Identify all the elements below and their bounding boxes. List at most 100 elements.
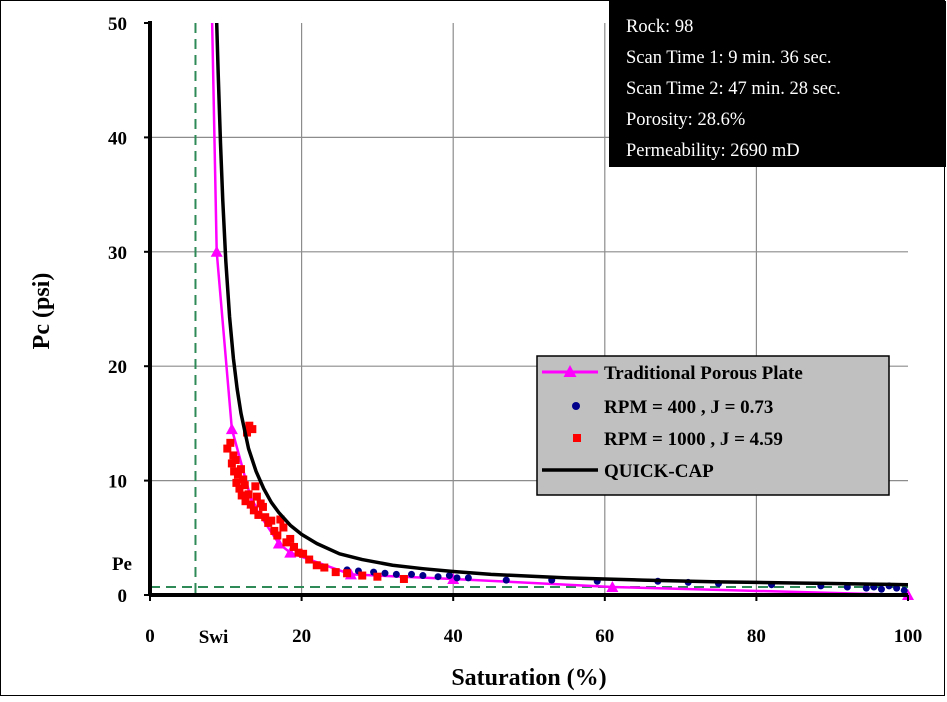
- legend-marker-porous-plate: [563, 365, 577, 377]
- swi-annotation: Swi: [199, 627, 229, 648]
- info-box-background: [609, 1, 946, 167]
- data-point-2-8: [235, 484, 244, 493]
- data-point-2-20: [251, 482, 260, 491]
- data-point-2-42: [358, 571, 367, 580]
- data-point-0-2: [225, 423, 238, 435]
- data-point-2-30: [276, 515, 285, 524]
- legend-label-rpm400: RPM = 400 , J = 0.73: [604, 397, 773, 418]
- series-line-3: [214, 22, 909, 587]
- x-tick-label-40: 40: [444, 626, 463, 647]
- x-tick-label-0: 0: [145, 626, 155, 647]
- data-point-2-15: [244, 490, 253, 499]
- pe-annotation: Pe: [112, 554, 132, 575]
- legend: Traditional Porous Plate RPM = 400 , J =…: [536, 355, 890, 496]
- data-point-2-37: [305, 555, 314, 564]
- data-point-1-22: [877, 585, 885, 593]
- y-tick-label-20: 20: [108, 357, 127, 378]
- data-point-1-9: [453, 574, 461, 582]
- data-point-1-3: [381, 569, 389, 577]
- data-point-2-19: [249, 506, 258, 515]
- data-point-2-28: [270, 526, 279, 535]
- data-point-0-1: [210, 245, 223, 257]
- data-point-2-31: [279, 523, 288, 532]
- x-tick-label-60: 60: [595, 626, 614, 647]
- y-tick-label-30: 30: [108, 243, 127, 264]
- legend-entry-porous-plate: Traditional Porous Plate: [542, 363, 803, 384]
- rock-info-box: Rock: 98 Scan Time 1: 9 min. 36 sec. Sca…: [609, 1, 946, 167]
- series-2: [223, 421, 408, 583]
- legend-entry-rpm400: RPM = 400 , J = 0.73: [572, 397, 773, 418]
- data-point-2-33: [286, 534, 295, 543]
- data-point-2-13: [241, 497, 250, 506]
- data-point-1-25: [900, 586, 908, 594]
- data-point-1-11: [502, 576, 510, 584]
- data-point-2-43: [373, 572, 382, 581]
- reference-lines: [150, 23, 908, 595]
- data-point-2-24: [258, 502, 267, 511]
- y-tick-label-10: 10: [108, 472, 127, 493]
- legend-label-rpm1000: RPM = 1000 , J = 4.59: [604, 429, 783, 450]
- data-point-1-24: [893, 584, 901, 592]
- info-porosity: Porosity: 28.6%: [626, 110, 745, 130]
- data-point-1-7: [434, 573, 442, 581]
- data-point-2-18: [248, 425, 257, 434]
- data-point-2-21: [252, 492, 261, 501]
- x-axis-title: Saturation (%): [451, 665, 606, 691]
- data-point-1-20: [862, 584, 870, 592]
- info-scan-time-2: Scan Time 2: 47 min. 28 sec.: [626, 79, 841, 99]
- info-rock: Rock: 98: [626, 17, 693, 37]
- data-point-2-11: [239, 475, 248, 484]
- data-point-0-8: [606, 580, 619, 592]
- legend-marker-rpm1000: [573, 434, 581, 442]
- data-point-2-0: [223, 444, 232, 453]
- info-scan-time-1: Scan Time 1: 9 min. 36 sec.: [626, 48, 832, 68]
- legend-marker-rpm400: [572, 402, 580, 410]
- data-point-2-40: [331, 568, 340, 577]
- info-permeability: Permeability: 2690 mD: [626, 141, 800, 161]
- data-point-2-14: [243, 428, 252, 437]
- data-point-2-1: [226, 438, 235, 447]
- data-point-2-5: [231, 456, 240, 465]
- data-point-2-36: [299, 549, 308, 558]
- data-point-2-3: [229, 451, 238, 460]
- data-point-1-4: [392, 570, 400, 578]
- data-point-2-9: [236, 465, 245, 474]
- data-point-0-4: [272, 537, 285, 549]
- data-point-0-5: [284, 546, 297, 558]
- data-point-2-25: [261, 513, 270, 522]
- legend-label-porous-plate: Traditional Porous Plate: [604, 363, 803, 384]
- data-point-1-10: [464, 574, 472, 582]
- x-tick-label-80: 80: [747, 626, 766, 647]
- data-point-1-8: [445, 572, 453, 580]
- data-point-2-39: [320, 563, 329, 572]
- legend-background: [536, 355, 890, 496]
- data-point-2-27: [267, 516, 276, 525]
- data-point-1-6: [419, 572, 427, 580]
- series-3: [214, 22, 909, 587]
- data-point-2-6: [232, 478, 241, 487]
- data-point-2-12: [240, 481, 249, 490]
- data-point-2-35: [294, 548, 303, 557]
- series-layer: [210, 22, 914, 600]
- x-tick-label-20: 20: [292, 626, 311, 647]
- legend-entry-quick-cap: QUICK-CAP: [542, 461, 714, 482]
- data-point-1-5: [408, 570, 416, 578]
- y-tick-label-40: 40: [108, 128, 127, 149]
- tick-labels: 0 20 40 60 80 100 0 10 20 30 40 50: [108, 14, 922, 647]
- data-point-2-29: [273, 531, 282, 540]
- y-tick-label-50: 50: [108, 14, 127, 35]
- data-point-2-10: [237, 491, 246, 500]
- axes: [148, 21, 908, 597]
- legend-label-quick-cap: QUICK-CAP: [604, 461, 714, 482]
- data-point-2-22: [254, 510, 263, 519]
- data-point-2-17: [246, 500, 255, 509]
- data-point-2-7: [233, 470, 242, 479]
- legend-entry-rpm1000: RPM = 1000 , J = 4.59: [573, 429, 783, 450]
- y-axis-title: Pc (psi): [29, 273, 55, 350]
- data-point-2-44: [399, 574, 408, 583]
- y-tick-label-0: 0: [118, 586, 128, 607]
- data-point-2-34: [290, 542, 299, 551]
- data-point-2-41: [343, 569, 352, 578]
